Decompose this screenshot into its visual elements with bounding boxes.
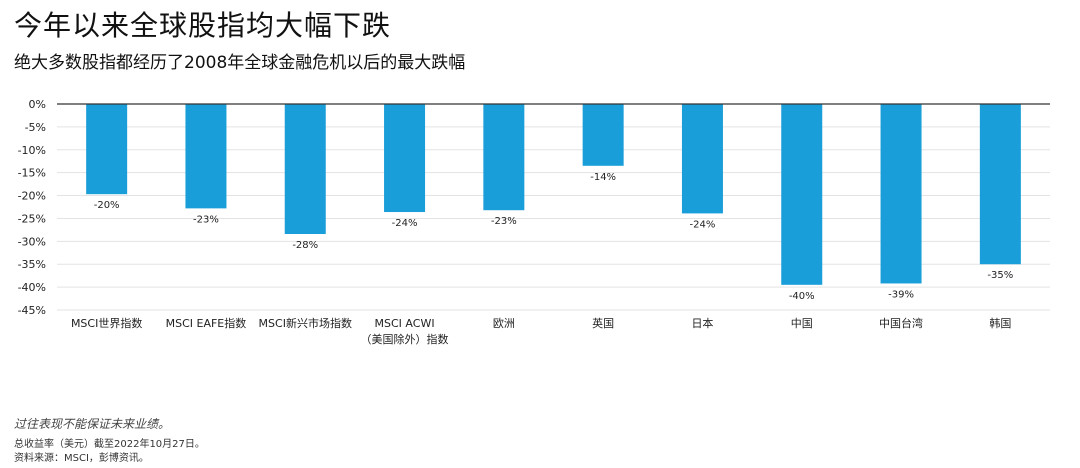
data-label: -24% <box>392 218 418 229</box>
data-label: -39% <box>888 289 914 300</box>
data-label: -23% <box>491 216 517 227</box>
data-label: -14% <box>590 172 616 183</box>
footnote-text: 总收益率（美元）截至2022年10月27日。 <box>14 439 205 450</box>
bar <box>483 104 525 211</box>
chart-title: 今年以来全球股指均大幅下跌 <box>14 9 392 42</box>
bar <box>979 104 1021 265</box>
x-tick-label: MSCI新兴市场指数 <box>259 316 352 330</box>
y-tick-label: 0% <box>29 98 46 111</box>
data-label: -20% <box>94 200 120 211</box>
y-tick-label: -15% <box>18 167 46 180</box>
x-tick-label: 韩国 <box>989 316 1011 330</box>
bar <box>681 104 723 214</box>
x-tick-label: 中国台湾 <box>879 316 923 330</box>
x-tick-label: MSCI世界指数 <box>71 316 142 330</box>
y-tick-label: -20% <box>18 190 46 203</box>
x-tick-label: 欧洲 <box>493 317 515 330</box>
bar <box>582 104 624 166</box>
y-tick-label: -5% <box>25 121 46 134</box>
data-label: -24% <box>690 219 716 230</box>
bar <box>185 104 227 209</box>
bar <box>880 104 922 284</box>
y-tick-label: -45% <box>18 304 46 317</box>
x-tick-label: MSCI EAFE指数 <box>166 316 247 330</box>
data-label: -35% <box>987 270 1013 281</box>
data-label: -23% <box>193 214 219 225</box>
y-tick-label: -40% <box>18 281 46 294</box>
x-tick-label: 英国 <box>592 316 614 330</box>
data-label: -28% <box>292 240 318 251</box>
y-tick-label: -30% <box>18 235 46 248</box>
bar <box>781 104 823 285</box>
data-label: -40% <box>789 291 815 302</box>
x-tick-label: MSCI ACWI （美国除外）指数 <box>361 317 449 346</box>
chart-subtitle: 绝大多数股指都经历了2008年全球金融危机以后的最大跌幅 <box>14 53 466 73</box>
bar <box>384 104 426 213</box>
disclaimer-text: 过往表现不能保证未来业绩。 <box>14 417 171 431</box>
y-tick-label: -25% <box>18 212 46 225</box>
bar-chart: 0% -5% -10% -15% -20% -25% -30% -35% -40% -45% -20… <box>18 98 1050 346</box>
bar <box>284 104 326 235</box>
y-tick-label: -35% <box>18 258 46 271</box>
source-text: 资料来源：MSCI，彭博资讯。 <box>14 453 149 464</box>
bar <box>86 104 128 195</box>
x-tick-label: 日本 <box>691 316 713 330</box>
y-tick-label: -10% <box>18 144 46 157</box>
x-tick-label: 中国 <box>791 317 813 330</box>
